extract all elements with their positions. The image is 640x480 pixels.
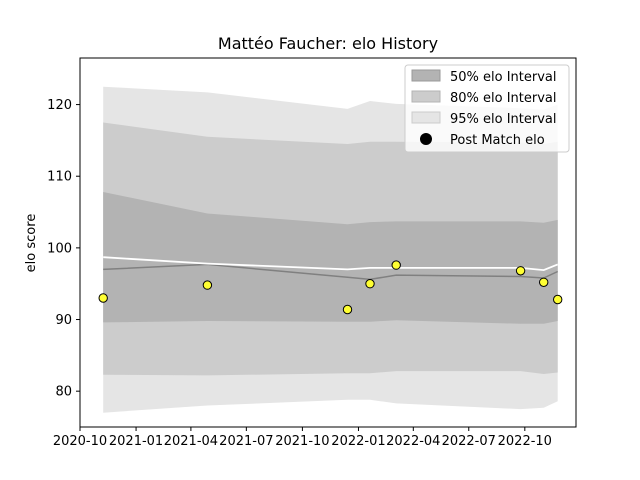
y-tick-label: 100 (47, 241, 72, 256)
legend-label-50: 50% elo Interval (450, 70, 557, 85)
post-match-point (202, 280, 213, 290)
post-match-point (365, 279, 375, 289)
x-tick-label: 2021-01 (109, 434, 163, 449)
chart-title: Mattéo Faucher: elo History (218, 34, 438, 53)
post-match-point (391, 260, 401, 270)
legend-label-80: 80% elo Interval (450, 91, 557, 106)
x-tick-label: 2020-10 (53, 434, 107, 449)
x-tick-label: 2021-07 (219, 434, 273, 449)
post-match-point (98, 293, 108, 303)
x-tick-label: 2022-07 (442, 434, 496, 449)
interval-bands (103, 86, 558, 413)
y-tick-label: 80 (55, 385, 72, 400)
legend-point-marker (420, 133, 432, 145)
legend-swatch-50 (411, 69, 441, 82)
y-axis-ticks: 80 90 100 110 120 (47, 98, 80, 400)
x-tick-label: 2021-10 (275, 434, 329, 449)
mean-line (103, 256, 559, 272)
post-match-point (515, 266, 526, 276)
post-match-point (553, 294, 563, 305)
legend-label-points: Post Match elo (450, 133, 545, 148)
post-match-points (98, 260, 563, 315)
legend-swatch-80 (411, 90, 441, 103)
y-axis-label: elo score (24, 214, 39, 273)
legend-swatch-95 (411, 111, 441, 124)
band-50-interval (103, 192, 558, 324)
trend-lines (103, 256, 559, 281)
post-match-point (539, 277, 549, 287)
x-tick-label: 2022-10 (498, 434, 552, 449)
x-axis-ticks: 2020-10 2021-01 2021-04 2021-07 2021-10 2022-… (53, 427, 552, 449)
y-tick-label: 90 (55, 313, 72, 328)
post-match-point (342, 304, 353, 315)
y-tick-label: 120 (47, 98, 72, 113)
y-tick-label: 110 (47, 170, 72, 185)
x-tick-label: 2022-04 (386, 434, 440, 449)
legend-label-95: 95% elo Interval (450, 112, 557, 127)
legend: 50% elo Interval 80% elo Interval 95% el… (404, 64, 570, 153)
x-tick-label: 2021-04 (164, 434, 218, 449)
median-line (103, 263, 559, 281)
legend-frame (404, 64, 570, 153)
plot-frame (79, 57, 577, 428)
x-tick-label: 2022-01 (331, 434, 385, 449)
